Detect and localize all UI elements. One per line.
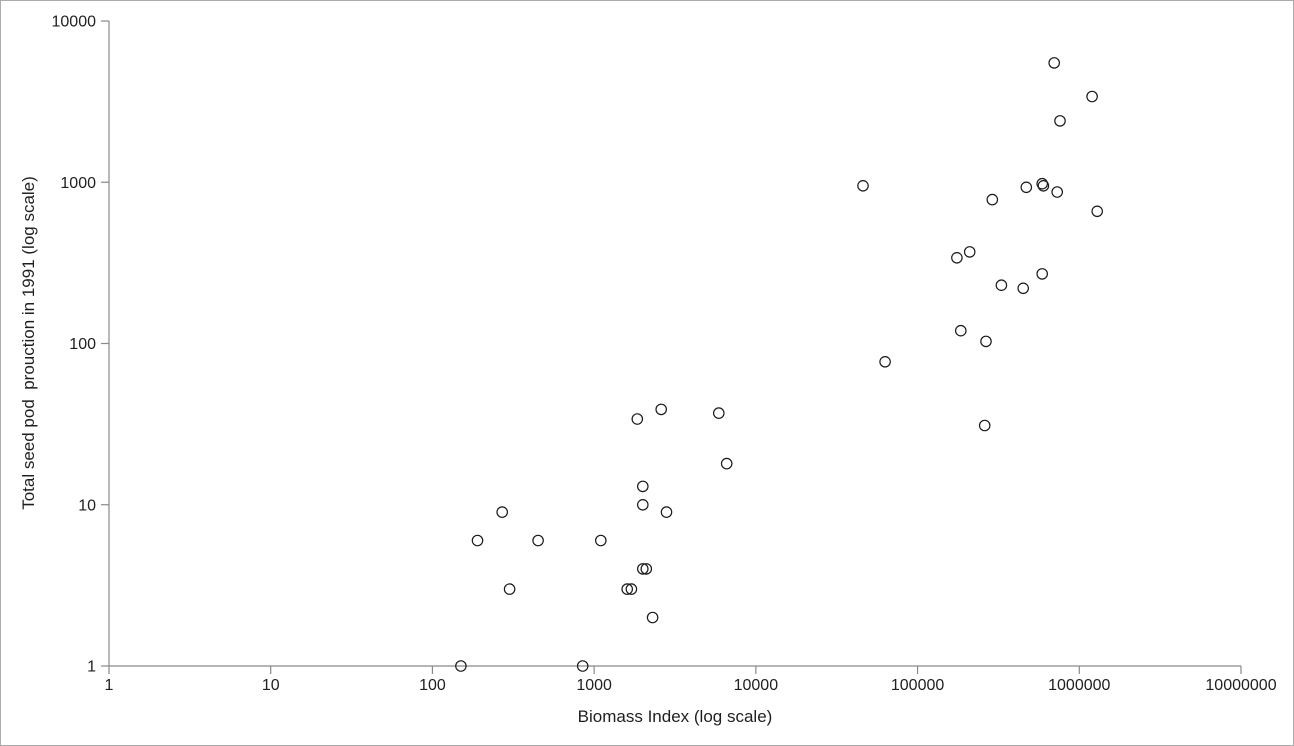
data-point xyxy=(1091,205,1103,218)
data-point xyxy=(625,583,638,595)
y-axis-title: Total seed pod prouction in 1991 (log sc… xyxy=(19,176,38,510)
data-point xyxy=(1086,90,1098,103)
data-point xyxy=(1037,180,1050,192)
data-point xyxy=(455,660,467,672)
tick-labels-group: 1 10 100 1000 10000 100000 1000000 10000000 1 10 1… xyxy=(52,14,1277,695)
data-point xyxy=(646,611,659,624)
data-point xyxy=(995,279,1008,291)
data-point xyxy=(660,506,673,518)
data-point xyxy=(1036,268,1048,280)
data-point xyxy=(636,498,649,511)
y-tick-label: 10 xyxy=(78,497,96,514)
data-point xyxy=(471,534,484,547)
data-point xyxy=(857,180,869,192)
tick-marks-group xyxy=(101,20,1242,674)
data-point xyxy=(503,583,516,595)
data-point xyxy=(636,563,649,575)
x-axis-title: Biomass Index (log scale) xyxy=(578,707,773,726)
y-tick-label: 10000 xyxy=(52,14,97,31)
data-point xyxy=(496,506,508,518)
data-point xyxy=(621,583,633,595)
data-points-group xyxy=(455,57,1103,672)
data-point xyxy=(712,407,725,419)
data-point xyxy=(978,419,991,432)
data-point xyxy=(594,534,607,547)
data-point xyxy=(1017,282,1029,295)
data-point xyxy=(951,251,963,264)
data-point xyxy=(1048,57,1060,69)
x-tick-label: 10000000 xyxy=(1205,677,1276,694)
data-point xyxy=(636,480,649,493)
x-tick-label: 1000 xyxy=(576,677,612,694)
data-point xyxy=(655,403,667,416)
x-tick-label: 10 xyxy=(262,677,280,694)
data-point xyxy=(1054,115,1066,127)
x-tick-label: 100000 xyxy=(891,677,944,694)
axes-group xyxy=(108,21,1241,667)
data-point xyxy=(532,534,544,547)
data-point xyxy=(980,335,992,348)
data-point xyxy=(954,324,967,337)
x-tick-label: 1 xyxy=(105,677,114,694)
x-tick-label: 1000000 xyxy=(1048,677,1110,694)
data-point xyxy=(640,563,653,575)
y-tick-label: 1 xyxy=(87,659,96,676)
x-tick-label: 100 xyxy=(419,677,446,694)
data-point xyxy=(1020,181,1033,194)
data-point xyxy=(631,413,644,425)
data-point xyxy=(720,457,733,470)
y-tick-label: 100 xyxy=(69,336,96,353)
data-point xyxy=(986,193,999,206)
y-tick-label: 1000 xyxy=(60,175,96,192)
data-point xyxy=(576,660,589,672)
data-point xyxy=(1051,186,1063,198)
data-point xyxy=(879,355,891,368)
data-point xyxy=(1036,177,1048,190)
x-tick-label: 10000 xyxy=(734,677,779,694)
data-point xyxy=(963,246,976,258)
